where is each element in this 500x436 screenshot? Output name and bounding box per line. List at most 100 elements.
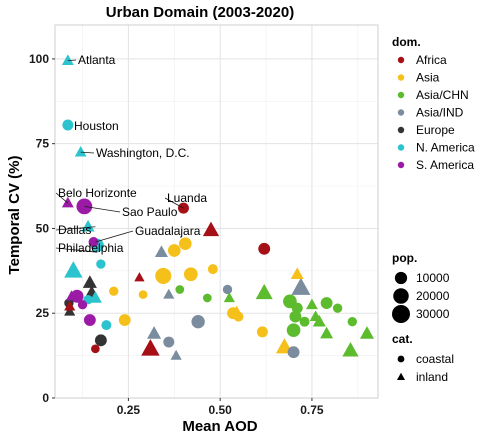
legend-label-domain: S. America <box>416 158 474 172</box>
annotation-leader-line <box>84 206 121 213</box>
legend-label-domain: Asia <box>416 71 440 85</box>
legend-label-category: coastal <box>416 352 454 366</box>
legend-swatch-category <box>396 372 406 380</box>
data-point <box>96 259 106 269</box>
data-point <box>118 314 131 326</box>
point-annotation-label: Dallas <box>58 223 91 237</box>
data-point <box>94 334 107 347</box>
data-point <box>291 277 311 295</box>
legend-label-category: inland <box>416 370 448 384</box>
point-annotation-label: Sao Paulo <box>122 205 178 219</box>
data-point <box>231 305 243 316</box>
data-point <box>155 267 172 284</box>
annotation-leader-line <box>55 226 96 231</box>
legend-label-domain: Asia/CHN <box>416 88 469 102</box>
data-point <box>202 293 212 303</box>
data-point <box>101 320 112 331</box>
x-tick-label: 0.50 <box>208 403 232 417</box>
data-point <box>88 237 99 247</box>
legend-swatch-population <box>394 271 408 285</box>
legend-swatch-domain <box>397 56 405 64</box>
data-point <box>359 326 375 339</box>
data-point <box>286 323 301 338</box>
data-point <box>167 244 181 257</box>
data-point <box>207 264 218 275</box>
data-point <box>64 300 76 311</box>
x-tick-label: 0.75 <box>300 403 324 417</box>
legend-swatch-domain <box>397 126 405 134</box>
data-point <box>61 54 74 65</box>
legend-label-domain: Asia/IND <box>416 106 464 120</box>
legend-label-domain: Africa <box>416 53 447 67</box>
legend-label-population: 20000 <box>416 289 450 303</box>
legend-swatch-domain <box>397 109 405 116</box>
legend-swatch-domain <box>397 74 405 81</box>
data-point <box>178 237 192 251</box>
x-tick-label: 0.25 <box>117 403 141 417</box>
data-point <box>64 305 76 316</box>
data-point <box>290 267 304 280</box>
data-point <box>306 298 318 310</box>
data-point <box>64 261 83 278</box>
data-point <box>191 315 205 329</box>
annotation-leader-line <box>55 192 69 204</box>
data-point <box>83 314 96 326</box>
point-annotation-label: Atlanta <box>78 53 116 67</box>
data-point <box>287 346 300 359</box>
legend-title-domain: dom. <box>392 35 421 49</box>
data-point <box>289 310 302 323</box>
annotation-leader-line <box>67 59 77 62</box>
y-tick-label: 0 <box>42 391 49 405</box>
point-annotation-label: Guadalajara <box>135 224 201 238</box>
legend-swatch-population <box>393 288 409 304</box>
data-point <box>183 267 198 282</box>
annotation-leader-line <box>80 151 95 154</box>
data-point <box>342 341 359 357</box>
data-point <box>91 344 100 354</box>
data-point <box>65 290 78 301</box>
data-point <box>291 302 303 314</box>
annotation-leader-line <box>55 247 98 253</box>
data-point <box>170 349 182 360</box>
annotation-leader-line <box>95 230 134 243</box>
data-point <box>202 221 220 237</box>
data-point <box>309 310 322 321</box>
legend-swatch-population <box>392 305 410 323</box>
point-annotation-label: Belo Horizonte <box>58 186 137 200</box>
legend-title-category: cat. <box>392 332 413 346</box>
plot-panel <box>54 24 379 399</box>
legend-label-population: 30000 <box>416 307 450 321</box>
panel-border <box>54 24 379 399</box>
point-annotation-label: Philadelphia <box>58 241 124 255</box>
y-axis-title: Temporal CV (%) <box>6 156 23 275</box>
data-point <box>61 196 74 208</box>
data-point <box>320 326 334 339</box>
data-point <box>77 300 88 310</box>
data-point <box>62 119 74 131</box>
chart-title: Urban Domain (2003-2020) <box>106 4 294 21</box>
point-annotations: Atlanta Houston Washington, D.C. Luanda Belo… <box>55 53 207 255</box>
point-annotation-label: Washington, D.C. <box>96 146 190 160</box>
data-point <box>256 326 268 338</box>
legend-swatch-category <box>397 355 405 363</box>
data-point <box>222 284 233 295</box>
legend-swatch-domain <box>397 144 405 151</box>
x-axis-title: Mean AOD <box>182 418 257 435</box>
data-point <box>163 336 175 348</box>
data-point <box>147 326 162 339</box>
data-point <box>138 290 148 299</box>
data-points <box>61 54 375 360</box>
y-tick-label: 50 <box>36 221 50 235</box>
data-point <box>82 275 97 288</box>
legend-label-domain: N. America <box>416 141 475 155</box>
data-point <box>154 245 168 257</box>
legend-swatch-domain <box>397 161 405 169</box>
data-point <box>163 288 175 299</box>
legend-swatch-domain <box>397 91 405 99</box>
data-point <box>332 303 343 313</box>
legend: dom. Africa Asia Asia/CHN Asia/IND Europe N. A… <box>392 35 475 384</box>
y-tick-label: 25 <box>36 306 50 320</box>
point-annotation-label: Luanda <box>167 191 207 205</box>
legend-label-population: 10000 <box>416 271 450 285</box>
